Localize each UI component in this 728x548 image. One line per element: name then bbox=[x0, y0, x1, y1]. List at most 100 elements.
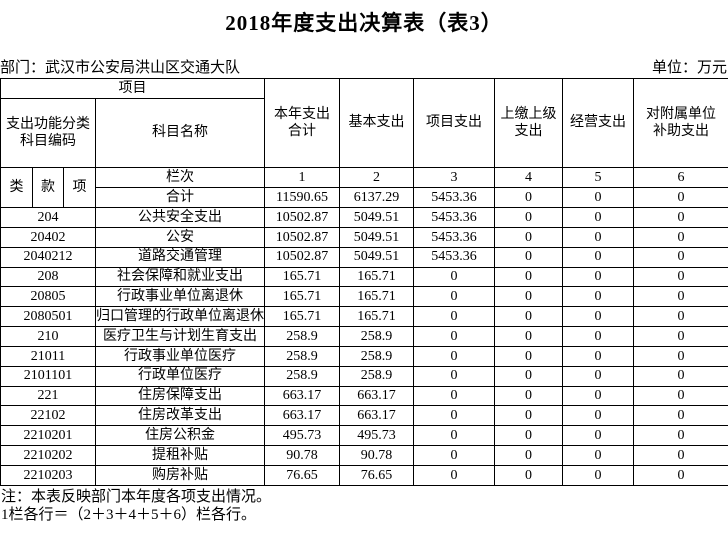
row-code: 2080501 bbox=[0, 306, 96, 328]
row-code: 221 bbox=[0, 385, 96, 407]
header-project-expenditure: 项目支出 bbox=[413, 78, 495, 168]
row-value: 0 bbox=[633, 286, 728, 308]
table-row: 20402 公安 10502.87 5049.51 5453.36 0 0 0 bbox=[0, 226, 728, 248]
header-row-3: 类 款 项 栏次 1 2 3 4 5 6 bbox=[0, 167, 728, 208]
row-name: 行政单位医疗 bbox=[95, 365, 265, 387]
row-value: 0 bbox=[494, 425, 563, 447]
row-value: 0 bbox=[562, 207, 634, 228]
row-value: 0 bbox=[633, 425, 728, 447]
row-code: 210 bbox=[0, 326, 96, 347]
header-row-1: 项目 本年支出 合计 基本支出 项目支出 上缴上级 支出 经营支出 对附属单位 … bbox=[0, 78, 728, 168]
row-code: 208 bbox=[0, 266, 96, 288]
meta-row: 部门：武汉市公安局洪山区交通大队 单位：万元 bbox=[0, 59, 727, 77]
row-value: 258.9 bbox=[264, 365, 340, 387]
table-row: 2080501 归口管理的行政单位离退休 165.71 165.71 0 0 0… bbox=[0, 306, 728, 328]
total-row-value: 0 bbox=[562, 187, 634, 208]
row-value: 0 bbox=[494, 385, 563, 407]
footnote-line: 注：本表反映部门本年度各项支出情况。 bbox=[1, 489, 272, 505]
row-value: 495.73 bbox=[264, 425, 340, 447]
row-value: 0 bbox=[633, 306, 728, 328]
row-value: 0 bbox=[562, 445, 634, 466]
row-value: 0 bbox=[494, 464, 563, 486]
row-name: 社会保障和就业支出 bbox=[95, 266, 265, 288]
row-value: 0 bbox=[562, 226, 634, 248]
row-value: 0 bbox=[633, 246, 728, 268]
row-value: 0 bbox=[413, 385, 495, 407]
row-value: 0 bbox=[413, 425, 495, 447]
row-value: 0 bbox=[413, 405, 495, 427]
row-value: 495.73 bbox=[339, 425, 414, 447]
row-value: 5453.36 bbox=[413, 246, 495, 268]
row-value: 0 bbox=[494, 306, 563, 328]
row-value: 258.9 bbox=[339, 365, 414, 387]
row-name: 购房补贴 bbox=[95, 464, 265, 486]
row-name: 行政事业单位离退休 bbox=[95, 286, 265, 308]
row-name: 公安 bbox=[95, 226, 265, 248]
page-title: 2018年度支出决算表（表3） bbox=[225, 11, 503, 35]
row-value: 663.17 bbox=[264, 405, 340, 427]
row-value: 0 bbox=[413, 306, 495, 328]
row-value: 0 bbox=[633, 445, 728, 466]
header-operating-expenditure: 经营支出 bbox=[562, 78, 634, 168]
department-label: 部门：武汉市公安局洪山区交通大队 bbox=[0, 60, 241, 76]
row-value: 165.71 bbox=[264, 286, 340, 308]
row-value: 0 bbox=[562, 326, 634, 347]
row-value: 5049.51 bbox=[339, 246, 414, 268]
header-col-number-3: 3 bbox=[413, 167, 495, 188]
row-value: 0 bbox=[562, 365, 634, 387]
row-code: 21011 bbox=[0, 345, 96, 367]
header-item: 款 bbox=[32, 167, 64, 208]
header-col-number-4: 4 bbox=[494, 167, 563, 188]
row-value: 258.9 bbox=[339, 345, 414, 367]
row-value: 10502.87 bbox=[264, 226, 340, 248]
table-row: 2101101 行政单位医疗 258.9 258.9 0 0 0 0 bbox=[0, 365, 728, 387]
unit-label: 单位：万元 bbox=[651, 60, 727, 76]
row-value: 0 bbox=[494, 326, 563, 347]
row-value: 0 bbox=[413, 345, 495, 367]
row-value: 0 bbox=[562, 385, 634, 407]
row-value: 0 bbox=[494, 365, 563, 387]
table-row: 2040212 道路交通管理 10502.87 5049.51 5453.36 … bbox=[0, 246, 728, 268]
row-value: 0 bbox=[633, 385, 728, 407]
table-row: 21011 行政事业单位医疗 258.9 258.9 0 0 0 0 bbox=[0, 345, 728, 367]
table-row: 204 公共安全支出 10502.87 5049.51 5453.36 0 0 … bbox=[0, 207, 728, 228]
row-code: 20805 bbox=[0, 286, 96, 308]
table-row: 221 住房保障支出 663.17 663.17 0 0 0 0 bbox=[0, 385, 728, 407]
row-value: 90.78 bbox=[339, 445, 414, 466]
row-code: 204 bbox=[0, 207, 96, 228]
total-row-value: 6137.29 bbox=[339, 187, 414, 208]
row-value: 90.78 bbox=[264, 445, 340, 466]
row-value: 663.17 bbox=[264, 385, 340, 407]
row-value: 5049.51 bbox=[339, 226, 414, 248]
header-project: 项目 bbox=[0, 78, 265, 99]
row-value: 0 bbox=[562, 345, 634, 367]
row-value: 0 bbox=[494, 286, 563, 308]
header-category: 类 bbox=[0, 167, 33, 208]
row-value: 0 bbox=[633, 345, 728, 367]
row-value: 663.17 bbox=[339, 385, 414, 407]
row-value: 0 bbox=[413, 464, 495, 486]
row-code: 2210203 bbox=[0, 464, 96, 486]
row-name: 提租补贴 bbox=[95, 445, 265, 466]
footnotes: 注：本表反映部门本年度各项支出情况。 1栏各行＝（2＋3＋4＋5＋6）栏各行。 bbox=[1, 489, 271, 524]
row-value: 0 bbox=[633, 405, 728, 427]
header-subsidy-expenditure: 对附属单位 补助支出 bbox=[633, 78, 728, 168]
row-value: 10502.87 bbox=[264, 246, 340, 268]
row-value: 663.17 bbox=[339, 405, 414, 427]
row-name: 住房公积金 bbox=[95, 425, 265, 447]
header-col-number-2: 2 bbox=[339, 167, 414, 188]
row-value: 0 bbox=[494, 226, 563, 248]
row-code: 20402 bbox=[0, 226, 96, 248]
table-row: 2210202 提租补贴 90.78 90.78 0 0 0 0 bbox=[0, 445, 728, 466]
table-row: 20805 行政事业单位离退休 165.71 165.71 0 0 0 0 bbox=[0, 286, 728, 308]
header-sub-item: 项 bbox=[63, 167, 96, 208]
row-value: 165.71 bbox=[339, 286, 414, 308]
row-value: 0 bbox=[633, 464, 728, 486]
row-value: 165.71 bbox=[264, 306, 340, 328]
row-value: 258.9 bbox=[264, 345, 340, 367]
row-value: 0 bbox=[494, 345, 563, 367]
header-col-number-6: 6 bbox=[633, 167, 728, 188]
total-row-label: 合计 bbox=[95, 187, 265, 208]
header-total-expenditure: 本年支出 合计 bbox=[264, 78, 340, 168]
